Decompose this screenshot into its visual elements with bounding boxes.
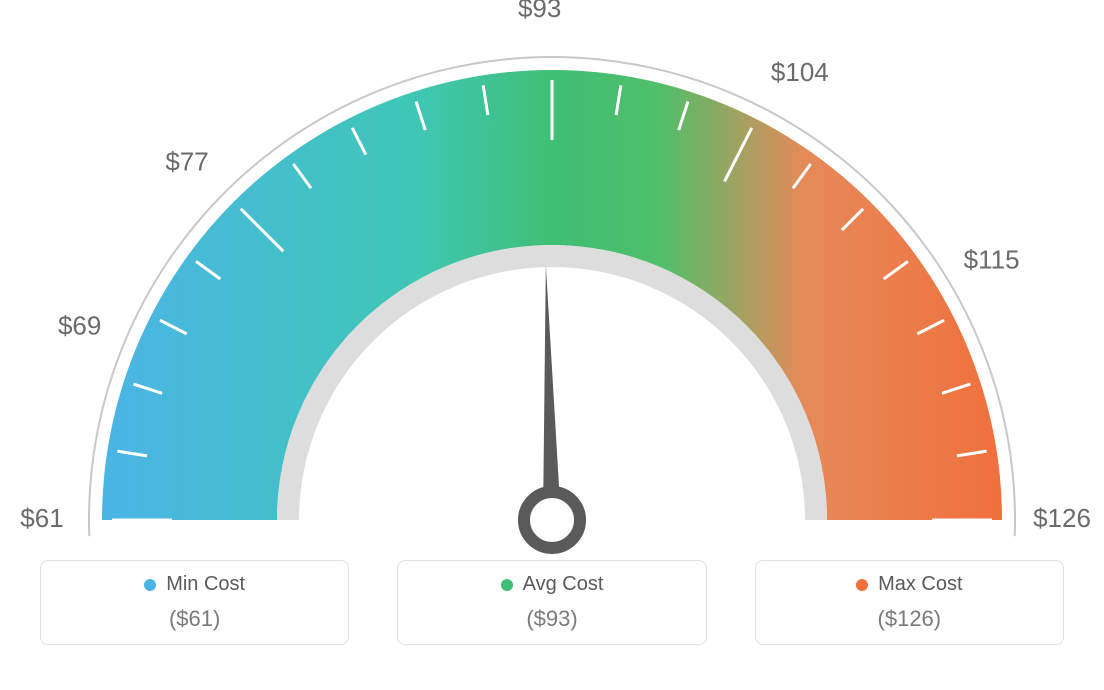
legend-value-avg: ($93) bbox=[410, 606, 693, 632]
legend-label-min: Min Cost bbox=[166, 573, 245, 596]
gauge-tick-label: $93 bbox=[518, 0, 561, 23]
legend-label-max: Max Cost bbox=[878, 573, 962, 596]
legend-title-max: Max Cost bbox=[768, 573, 1051, 596]
gauge-needle bbox=[543, 265, 561, 520]
gauge-svg: $61 $69 $77 $93 $104 $115 $126 bbox=[0, 0, 1104, 560]
legend-row: Min Cost ($61) Avg Cost ($93) Max Cost (… bbox=[0, 560, 1104, 645]
legend-title-min: Min Cost bbox=[53, 573, 336, 596]
dot-avg bbox=[501, 579, 513, 591]
legend-value-min: ($61) bbox=[53, 606, 336, 632]
gauge-tick-label: $77 bbox=[165, 147, 208, 177]
gauge-tick-label: $61 bbox=[20, 503, 63, 533]
gauge-tick-label: $126 bbox=[1033, 503, 1091, 533]
gauge-tick-label: $115 bbox=[964, 244, 1020, 274]
legend-label-avg: Avg Cost bbox=[523, 573, 604, 596]
legend-title-avg: Avg Cost bbox=[410, 573, 693, 596]
gauge-tick-label: $69 bbox=[58, 311, 101, 341]
legend-value-max: ($126) bbox=[768, 606, 1051, 632]
dot-min bbox=[144, 579, 156, 591]
legend-card-min: Min Cost ($61) bbox=[40, 560, 349, 645]
legend-card-max: Max Cost ($126) bbox=[755, 560, 1064, 645]
gauge-tick-label: $104 bbox=[771, 57, 829, 87]
gauge-needle-hub bbox=[524, 492, 580, 548]
legend-card-avg: Avg Cost ($93) bbox=[397, 560, 706, 645]
dot-max bbox=[856, 579, 868, 591]
gauge-container: $61 $69 $77 $93 $104 $115 $126 bbox=[0, 0, 1104, 560]
